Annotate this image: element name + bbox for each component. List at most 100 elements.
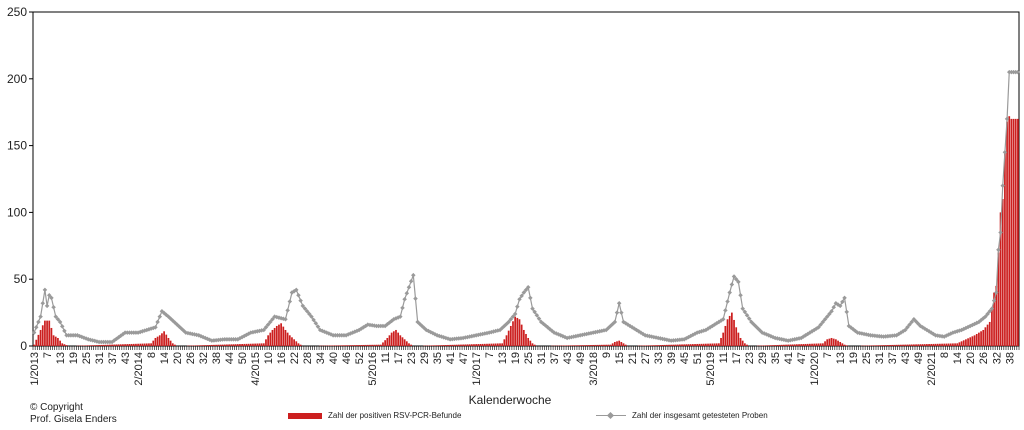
bar-positive [646,345,649,346]
bar-positive [57,337,59,346]
bar-positive [158,335,161,346]
bar-positive [574,345,577,346]
x-tick-label: 37 [107,352,119,364]
point-tested [62,328,67,334]
bar-positive [390,332,393,346]
bar-positive [208,345,211,346]
point-tested [402,296,407,302]
bar-positive [395,329,397,346]
bar-positive [607,344,610,346]
bar-positive [512,321,514,346]
bar-positive [733,319,735,346]
bar-positive [449,344,452,346]
bar-positive [952,343,954,346]
bar-positive [880,345,883,346]
bar-positive [518,319,521,346]
bar-positive [470,344,473,346]
point-tested [155,319,160,325]
bar-positive [130,343,133,346]
bar-positive [715,343,718,346]
point-tested [733,276,739,282]
bar-positive [691,344,694,346]
bar-positive [514,316,517,346]
bar-positive [492,343,495,346]
bar-positive [41,325,44,346]
bar-positive [483,343,486,346]
point-tested [59,324,65,329]
x-tick-label: 35 [770,352,782,364]
bar-positive [258,343,261,346]
bar-positive [611,343,614,346]
bar-positive [455,344,458,346]
bar-positive [991,307,993,346]
bar-positive [364,344,367,346]
bar-positive [986,324,989,346]
bar-positive [247,343,250,346]
bar-positive [388,335,391,346]
bar-positive [819,343,822,346]
x-tick-label: 50 [237,352,249,364]
bar-positive [89,345,92,346]
bar-positive [923,344,926,346]
bar-positive [336,345,339,346]
point-tested [508,317,514,322]
bar-positive [594,344,597,346]
bar-positive [967,338,969,346]
x-tick-label: 17 [731,352,743,364]
bar-positive [165,334,168,346]
x-tick-label: 3/2018 [588,352,600,386]
bar-positive [132,343,135,346]
point-tested [515,304,520,309]
point-tested [816,325,821,330]
x-tick-label: 1/2017 [471,352,483,386]
x-tick-label: 10 [263,352,275,364]
bar-positive [995,285,998,346]
bar-positive [117,344,120,346]
bar-positive [529,340,532,346]
point-tested [521,290,527,295]
bar-positive [728,315,731,346]
bar-positive [570,345,573,346]
x-tick-label: 33 [653,352,665,364]
bar-positive [650,345,653,346]
x-tick-label: 51 [692,352,704,364]
bar-positive [676,344,679,346]
bar-positive [685,344,688,346]
x-tick-label: 19 [68,352,80,364]
point-tested [993,290,999,295]
bar-positive [577,345,579,346]
bar-positive [581,345,584,346]
point-tested [408,278,414,284]
bar-positive [657,345,660,346]
point-tested [818,322,823,327]
bar-positive [252,343,254,346]
bar-positive [139,343,142,346]
point-tested [844,309,849,315]
bar-positive [369,344,371,346]
bar-positive [897,344,900,346]
point-tested [512,311,518,317]
point-tested [905,325,910,330]
x-tick-label: 49 [913,352,925,364]
bar-positive [622,343,625,346]
x-tick-label: 7 [42,352,54,358]
bar-positive [490,343,493,346]
bar-positive [813,343,816,346]
point-tested [727,290,732,295]
bar-positive [520,324,523,346]
y-tick-label: 200 [7,72,27,86]
bar-positive [475,344,478,346]
bar-positive [522,329,525,346]
bar-positive [174,344,176,346]
point-tested [44,303,50,309]
bar-positive [835,339,837,346]
bar-positive [340,345,343,346]
point-tested [736,279,741,285]
bar-positive [837,340,839,346]
point-tested [987,308,993,314]
bar-positive [345,345,347,346]
x-tick-label: 31 [874,352,886,364]
bar-positive [975,333,978,346]
point-tested [53,314,59,319]
